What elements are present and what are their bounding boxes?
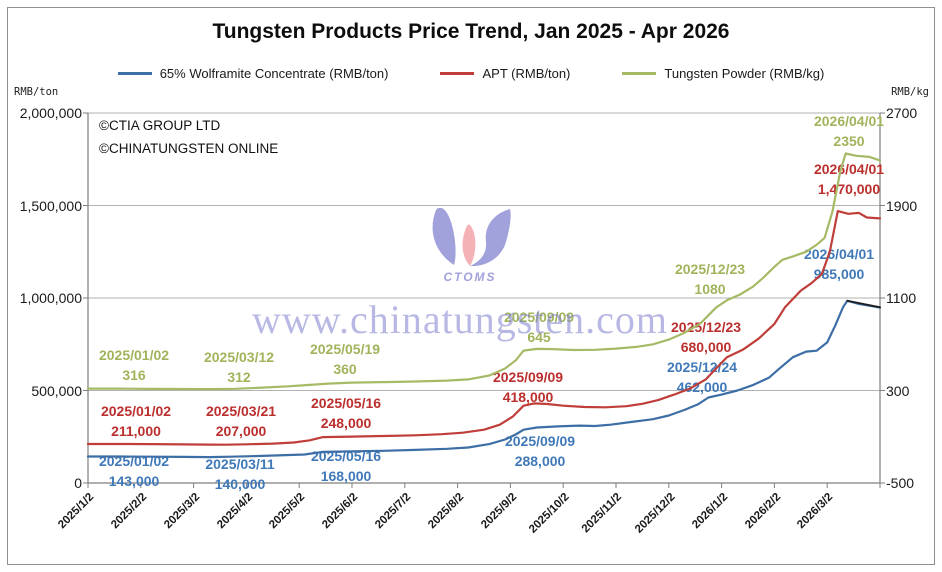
- annotation-date: 2025/09/09: [492, 369, 564, 385]
- annotation-value: 211,000: [111, 423, 161, 439]
- right-axis-unit-label: RMB/kg: [891, 86, 929, 98]
- right-axis-tick-label: 2700: [886, 105, 918, 121]
- annotation-value: 418,000: [502, 389, 554, 405]
- right-axis-tick-label: 300: [886, 382, 910, 399]
- legend-label: Tungsten Powder (RMB/kg): [664, 66, 825, 81]
- copyright-line-1: ©CTIA GROUP LTD: [99, 118, 221, 133]
- annotation-value: 248,000: [320, 415, 372, 431]
- annotation-wolframite: 2025/12/24 462,000: [667, 357, 737, 397]
- annotation-apt: 2025/09/09 418,000: [493, 367, 563, 407]
- annotation-date: 2025/05/16: [310, 448, 382, 464]
- annotation-date: 2025/12/24: [666, 359, 738, 375]
- ctoms-logo-icon: [432, 207, 511, 267]
- annotation-apt: 2025/03/21 207,000: [206, 401, 276, 441]
- right-axis-tick-label: 1900: [886, 197, 918, 214]
- left-axis-tick-label: 1,000,000: [19, 290, 82, 306]
- annotation-value: 207,000: [215, 423, 267, 439]
- annotation-wolframite: 2025/03/11 140,000: [205, 454, 274, 494]
- annotation-value: 312: [227, 369, 251, 385]
- annotation-wolframite: 2026/04/01 985,000: [804, 244, 874, 284]
- annotation-date: 2025/03/12: [203, 349, 275, 365]
- chart-legend: 65% Wolframite Concentrate (RMB/ton) APT …: [0, 66, 942, 81]
- annotation-value: 168,000: [320, 468, 372, 484]
- annotation-tungsten-powder: 2025/05/19 360: [310, 339, 380, 379]
- left-axis-tick-label: 1,500,000: [19, 197, 82, 214]
- legend-label: 65% Wolframite Concentrate (RMB/ton): [159, 66, 389, 81]
- annotation-value: 985,000: [813, 266, 865, 282]
- right-axis-tick-label: 1100: [886, 290, 917, 306]
- legend-line-swatch: [622, 72, 657, 75]
- annotation-value: 2350: [833, 133, 865, 149]
- legend-label: APT (RMB/ton): [482, 66, 571, 81]
- annotation-date: 2025/09/09: [504, 433, 576, 449]
- annotation-value: 288,000: [514, 453, 566, 469]
- annotation-wolframite: 2025/05/16 168,000: [311, 446, 381, 486]
- left-axis-tick-label: 0: [74, 475, 82, 491]
- legend-item: APT (RMB/ton): [440, 66, 570, 81]
- annotation-value: 360: [333, 361, 357, 377]
- annotation-date: 2025/03/11: [205, 456, 275, 472]
- watermark-url-text: www.chinatungsten.com: [251, 297, 669, 342]
- legend-line-swatch: [440, 72, 475, 75]
- left-axis-tick-label: 500,000: [31, 382, 82, 399]
- left-axis-tick-label: 2,000,000: [19, 105, 82, 121]
- annotation-wolframite: 2025/01/02 143,000: [99, 451, 169, 491]
- annotation-tungsten-powder: 2025/01/02 316: [99, 345, 169, 385]
- annotation-apt: 2025/05/16 248,000: [311, 393, 381, 433]
- annotation-date: 2025/05/16: [310, 395, 382, 411]
- annotation-apt: 2025/01/02 211,000: [101, 401, 171, 441]
- legend-line-swatch: [117, 72, 152, 75]
- annotation-date: 2026/04/01: [803, 246, 875, 262]
- left-axis-unit-label: RMB/ton: [14, 86, 59, 98]
- legend-item: 65% Wolframite Concentrate (RMB/ton): [117, 66, 389, 81]
- chart-border-frame: [7, 7, 935, 565]
- annotation-value: 140,000: [214, 476, 266, 492]
- chart-title: Tungsten Products Price Trend, Jan 2025 …: [212, 20, 730, 43]
- annotation-value: 143,000: [108, 473, 160, 489]
- right-axis-tick-label: -500: [886, 475, 915, 491]
- annotation-date: 2025/01/02: [98, 347, 170, 363]
- annotation-tungsten-powder: 2025/03/12 312: [204, 347, 274, 387]
- annotation-value: 316: [122, 367, 146, 383]
- annotation-wolframite: 2025/09/09 288,000: [505, 431, 575, 471]
- copyright-text: ©CTIA GROUP LTD ©CHINATUNGSTEN ONLINE: [99, 114, 278, 160]
- annotation-date: 2025/01/02: [100, 403, 172, 419]
- ctoms-logo: CTOMS: [420, 207, 520, 286]
- annotation-tungsten-powder: 2026/04/01 2350: [814, 111, 884, 151]
- annotation-value: 1,470,000: [817, 181, 881, 197]
- annotation-date: 2025/03/21: [205, 403, 277, 419]
- annotation-date: 2026/04/01: [813, 113, 885, 129]
- annotation-value: 462,000: [676, 379, 728, 395]
- ctoms-logo-text: CTOMS: [443, 270, 497, 284]
- annotation-date: 2025/12/23: [674, 261, 746, 277]
- copyright-line-2: ©CHINATUNGSTEN ONLINE: [99, 141, 279, 156]
- annotation-tungsten-powder: 2025/12/23 1080: [675, 259, 745, 299]
- legend-item: Tungsten Powder (RMB/kg): [622, 66, 824, 81]
- annotation-date: 2025/01/02: [98, 453, 170, 469]
- annotation-apt: 2026/04/01 1,470,000: [814, 159, 884, 199]
- annotation-date: 2026/04/01: [813, 161, 885, 177]
